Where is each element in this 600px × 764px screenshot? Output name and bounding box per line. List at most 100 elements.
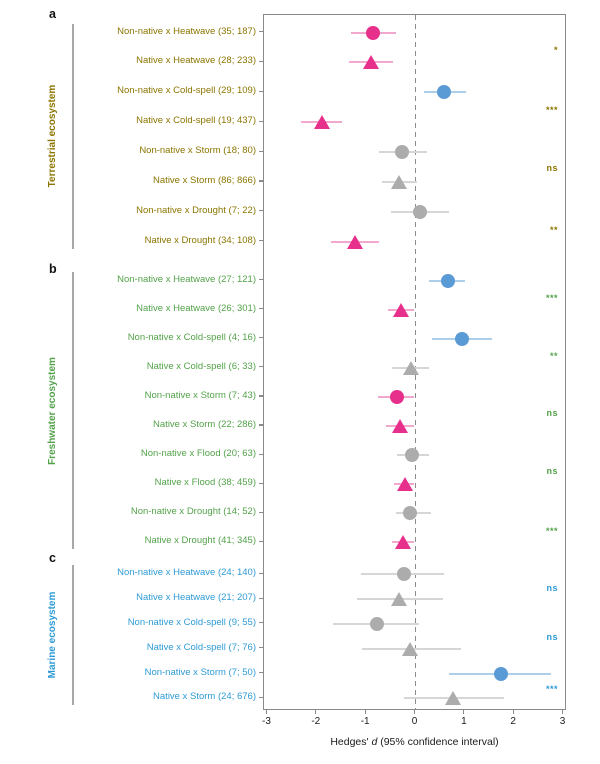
ecosystem-bracket-line (72, 565, 74, 706)
row-label: Non-native x Storm (7; 50) (144, 666, 256, 678)
row-axis-tick (258, 308, 263, 310)
x-axis-tick-label: 2 (510, 716, 516, 727)
row-label: Non-native x Storm (7; 43) (144, 389, 256, 401)
row-axis-tick (258, 210, 263, 212)
row-axis-tick (258, 424, 263, 426)
x-axis-tick-label: -1 (360, 716, 370, 727)
row-axis-tick (258, 671, 263, 674)
x-axis-tick-label: 3 (559, 716, 566, 727)
ecosystem-bracket-line (72, 23, 74, 249)
effect-marker-triangle (402, 641, 419, 656)
x-axis-tick (512, 710, 514, 714)
row-axis-tick (258, 30, 263, 33)
row-label: Native x Drought (34; 108) (144, 234, 256, 246)
x-axis-tick (364, 710, 366, 714)
effect-marker-circle (455, 331, 470, 346)
row-axis-tick (258, 572, 263, 574)
effect-marker-circle (394, 145, 409, 160)
row-label: Non-native x Heatwave (27; 121) (117, 273, 256, 285)
row-label: Native x Heatwave (28; 233) (136, 55, 256, 67)
row-axis-tick (258, 150, 263, 152)
row-label: Non-native x Drought (14; 52) (130, 506, 256, 518)
row-label: Non-native x Heatwave (24; 140) (117, 567, 256, 579)
significance-label: ** (549, 224, 558, 235)
ecosystem-label: Terrestrial ecosystem (47, 84, 58, 188)
x-axis-tick-label: 0 (411, 716, 418, 727)
x-axis-tick (413, 710, 416, 714)
row-label: Non-native x Drought (7; 22) (136, 204, 256, 216)
row-label: Non-native x Cold-spell (29; 109) (117, 85, 256, 97)
x-axis-tick (315, 710, 317, 714)
ecosystem-bracket-line (72, 271, 74, 550)
row-axis-tick (258, 240, 263, 242)
row-label: Non-native x Flood (20; 63) (140, 448, 256, 460)
row-axis-tick (258, 337, 263, 339)
significance-label: ns (546, 163, 558, 174)
effect-marker-circle (365, 25, 380, 40)
x-axis-tick (463, 710, 465, 714)
effect-marker-triangle (395, 535, 412, 550)
x-axis-tick (561, 710, 564, 714)
effect-marker-circle (404, 448, 419, 463)
effect-marker-triangle (397, 477, 414, 492)
row-label: Non-native x Heatwave (35; 187) (117, 25, 256, 37)
row-label: Native x Cold-spell (6; 33) (146, 360, 256, 372)
ecosystem-label: Freshwater ecosystem (47, 356, 58, 465)
significance-label: ns (546, 465, 558, 476)
row-label: Native x Heatwave (21; 207) (136, 592, 256, 604)
row-axis-tick (258, 622, 263, 624)
effect-marker-triangle (391, 419, 408, 434)
significance-label: ns (546, 582, 558, 593)
effect-marker-triangle (393, 302, 410, 317)
row-axis-tick (258, 279, 263, 281)
x-axis-title-italic-d: d (371, 736, 378, 748)
effect-marker-triangle (403, 360, 420, 375)
row-label: Non-native x Storm (18; 80) (139, 145, 256, 157)
row-label: Native x Storm (24; 676) (153, 691, 256, 703)
effect-marker-circle (396, 567, 411, 582)
effect-marker-circle (493, 666, 508, 681)
x-axis-tick-label: -2 (311, 716, 321, 727)
effect-marker-triangle (390, 592, 407, 607)
ecosystem-label: Marine ecosystem (47, 591, 58, 679)
row-axis-tick (258, 482, 263, 484)
plot-area: * *** ns ** *** ** ns ns *** ns ns *** (263, 14, 566, 710)
row-axis-tick (258, 120, 263, 122)
row-label: Native x Heatwave (26; 301) (136, 302, 256, 314)
panel-letter: a (49, 7, 56, 21)
row-axis-tick (258, 647, 263, 649)
x-axis-tick (265, 710, 268, 714)
effect-marker-circle (390, 389, 405, 404)
significance-label: ns (546, 407, 558, 418)
x-axis-title-prefix: Hedges' (330, 736, 372, 748)
x-axis-tick-label: -3 (262, 716, 271, 727)
row-label: Native x Storm (86; 866) (153, 175, 256, 186)
x-axis-title: Hedges' d (95% confidence interval) (263, 736, 566, 748)
x-axis-tick-label: 1 (461, 716, 467, 727)
panel-letter: c (49, 551, 56, 565)
row-label: Native x Flood (38; 459) (154, 477, 256, 489)
effect-marker-circle (403, 506, 418, 521)
row-label: Native x Cold-spell (19; 437) (136, 115, 256, 127)
significance-label: *** (545, 105, 558, 116)
effect-marker-circle (370, 616, 384, 631)
panel-letter: b (49, 262, 57, 276)
effect-marker-triangle (362, 55, 379, 70)
effect-marker-triangle (313, 115, 330, 130)
row-axis-tick (258, 597, 263, 599)
row-label: Native x Cold-spell (7; 76) (146, 641, 256, 653)
row-axis-tick (258, 90, 263, 92)
effect-marker-circle (437, 85, 452, 100)
effect-marker-circle (440, 273, 455, 288)
effect-marker-triangle (444, 691, 461, 706)
row-axis-tick (258, 60, 263, 62)
significance-label: *** (545, 293, 558, 304)
x-axis-title-suffix: (95% confidence interval) (377, 736, 499, 748)
significance-label: * (553, 45, 558, 56)
row-axis-tick (258, 366, 263, 368)
effect-marker-circle (412, 204, 427, 219)
row-label: Native x Storm (22; 286) (153, 419, 256, 431)
row-axis-tick (258, 180, 263, 182)
row-label: Non-native x Cold-spell (9; 55) (127, 616, 256, 628)
